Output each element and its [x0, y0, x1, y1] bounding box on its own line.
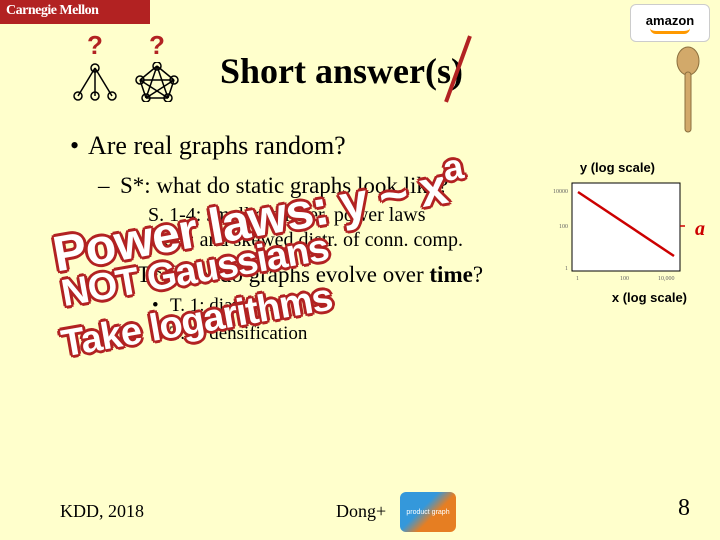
amazon-logo: amazon: [630, 4, 710, 42]
power-law-chart: 10000 100 1 1 100 10,000: [550, 178, 685, 288]
amazon-smile-icon: [650, 28, 690, 34]
slide-title: Short answer(s): [220, 50, 463, 92]
svg-text:10000: 10000: [553, 189, 568, 195]
svg-text:1: 1: [565, 266, 568, 272]
svg-text:1: 1: [576, 276, 579, 282]
product-graph-logo: product graph: [400, 492, 456, 532]
svg-text:100: 100: [559, 224, 568, 230]
spoon-icon: [670, 46, 706, 136]
question-mark-icon: ?: [149, 30, 165, 61]
graph-question-icons: ? ?: [70, 34, 182, 102]
chart-ylabel: y (log scale): [580, 160, 655, 175]
footer-author: Dong+: [336, 501, 386, 522]
cmu-logo: Carnegie Mellon: [0, 0, 150, 24]
chart-xlabel: x (log scale): [612, 290, 687, 305]
footer-venue: KDD, 2018: [60, 501, 144, 522]
svg-text:100: 100: [620, 276, 629, 282]
star-graph-icon: [132, 62, 182, 102]
amazon-text: amazon: [646, 13, 694, 28]
question-mark-icon: ?: [87, 30, 103, 61]
tree-graph-icon: [70, 62, 120, 102]
bullet-lvl1: Are real graphs random?: [70, 128, 570, 164]
svg-text:10,000: 10,000: [658, 276, 675, 282]
chart-slope-annotation: a: [695, 218, 705, 241]
page-number: 8: [678, 495, 690, 522]
